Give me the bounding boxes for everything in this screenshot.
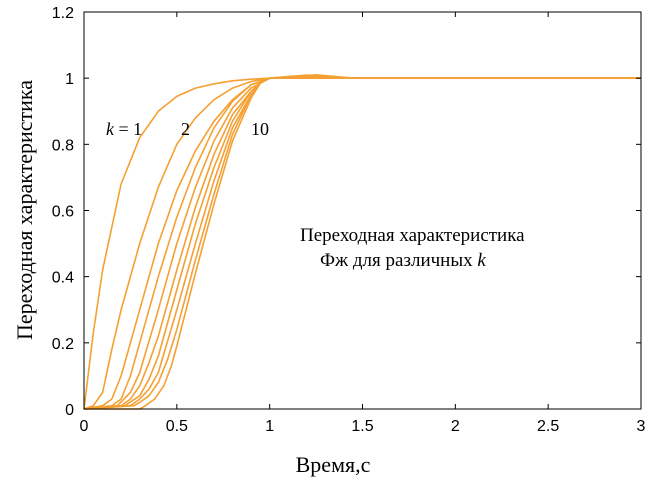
annotation-line-1: Переходная характеристика — [300, 225, 525, 246]
response-curve-2 — [83, 77, 641, 410]
y-tick-label: 0 — [65, 402, 74, 419]
curve-label-k-symbol: k — [106, 119, 115, 139]
plot-frame — [83, 11, 642, 410]
y-tick-label: 0.4 — [52, 270, 74, 287]
response-curve-10 — [84, 74, 641, 410]
curves-group — [83, 74, 641, 410]
y-axis-title: Переходная характеристика — [12, 80, 37, 340]
x-tick-label: 1 — [265, 418, 274, 435]
x-tick-label: 0.5 — [166, 418, 188, 435]
y-tick-label: 0.6 — [52, 204, 74, 221]
x-tick-label: 0 — [80, 418, 89, 435]
curve-label-10: 10 — [251, 119, 269, 139]
x-tick-label: 3 — [637, 418, 646, 435]
x-tick-label: 2.5 — [537, 418, 559, 435]
annotation-line-2: Фж для различных k — [320, 250, 486, 271]
y-tick-label: 0.2 — [52, 336, 74, 353]
curve-label-k1: k = 1 — [106, 119, 142, 139]
curve-label-2: 2 — [181, 119, 190, 139]
y-tick-label: 0.8 — [52, 137, 74, 154]
annotation-k-symbol: k — [477, 250, 486, 271]
ticks-group: 0 0.5 1 1.5 2 2.5 3 0 0.2 0.4 0.6 0.8 1 1.2 — [52, 5, 646, 435]
x-tick-label: 1.5 — [351, 418, 373, 435]
x-tick-label: 2 — [451, 418, 460, 435]
response-curve-3 — [83, 75, 641, 410]
x-axis-title: Время,с — [296, 452, 371, 477]
annotation-line-2-text: Фж для различных — [320, 250, 477, 271]
y-tick-label: 1.2 — [52, 5, 74, 22]
curve-label-k-eq: = 1 — [114, 119, 142, 139]
y-tick-label: 1 — [65, 71, 74, 88]
